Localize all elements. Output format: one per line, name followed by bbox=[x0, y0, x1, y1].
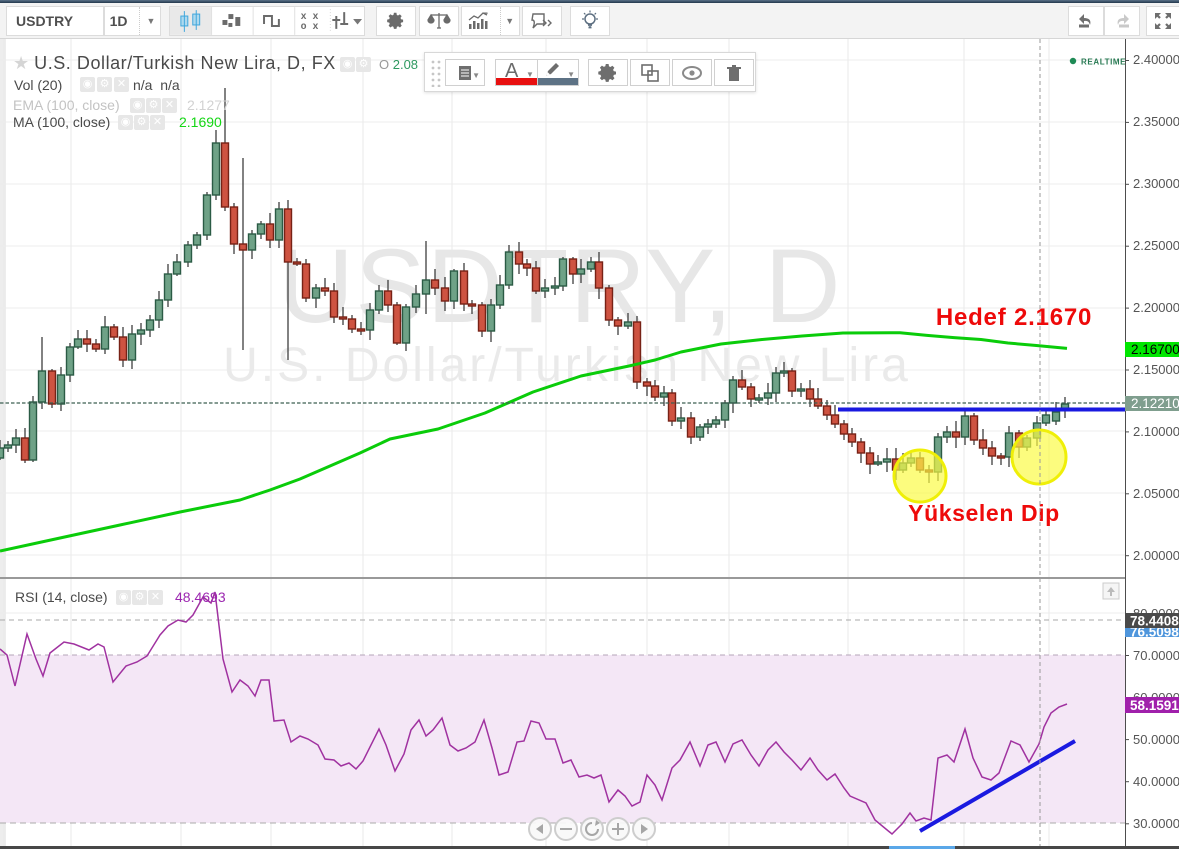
svg-text:76.5098: 76.5098 bbox=[1130, 625, 1179, 640]
svg-text:U.S. Dollar/Turkish New Lira: U.S. Dollar/Turkish New Lira bbox=[223, 339, 911, 392]
svg-text:58.1591: 58.1591 bbox=[1130, 698, 1179, 713]
svg-text:2.12210: 2.12210 bbox=[1131, 396, 1179, 411]
svg-text:2.25000: 2.25000 bbox=[1133, 238, 1179, 253]
svg-text:50.0000: 50.0000 bbox=[1133, 732, 1179, 747]
svg-text:2.05000: 2.05000 bbox=[1133, 486, 1179, 501]
svg-text:2.20000: 2.20000 bbox=[1133, 300, 1179, 315]
svg-text:Yükselen Dip: Yükselen Dip bbox=[908, 500, 1060, 526]
svg-text:2.40000: 2.40000 bbox=[1133, 52, 1179, 67]
svg-text:x x: x x bbox=[301, 11, 319, 22]
svg-text:2.10000: 2.10000 bbox=[1133, 424, 1179, 439]
svg-text:2.00000: 2.00000 bbox=[1133, 548, 1179, 563]
svg-text:78.4408: 78.4408 bbox=[1130, 614, 1179, 629]
svg-text:2.30000: 2.30000 bbox=[1133, 176, 1179, 191]
svg-text:70.0000: 70.0000 bbox=[1133, 648, 1179, 663]
svg-text:REALTIME: REALTIME bbox=[1081, 58, 1126, 67]
svg-text:2.16700: 2.16700 bbox=[1131, 342, 1179, 357]
svg-text:2.15000: 2.15000 bbox=[1133, 362, 1179, 377]
svg-text:40.0000: 40.0000 bbox=[1133, 774, 1179, 789]
svg-text:Hedef 2.1670: Hedef 2.1670 bbox=[936, 304, 1092, 331]
svg-text:2.35000: 2.35000 bbox=[1133, 114, 1179, 129]
svg-text:o x: o x bbox=[301, 21, 319, 32]
svg-text:30.0000: 30.0000 bbox=[1133, 816, 1179, 831]
